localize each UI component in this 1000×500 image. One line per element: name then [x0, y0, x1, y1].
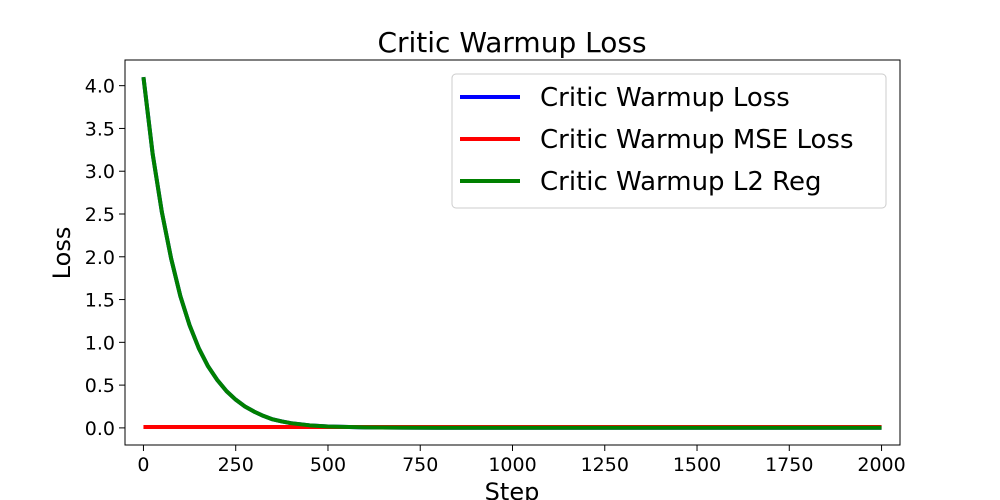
series-line-3: [141, 76, 882, 430]
legend: Critic Warmup Loss Critic Warmup MSE Loss…: [451, 73, 887, 209]
x-tick-label: 250: [218, 454, 254, 476]
x-tick-label: 750: [402, 454, 438, 476]
y-tick-label: 1.5: [85, 290, 115, 312]
y-axis-ticks: 0.0 0.5 1.0 1.5 2.0 2.5 3.0 3.5 4.0: [85, 76, 125, 440]
series-layer: [141, 76, 882, 430]
x-tick-label: 1000: [488, 454, 536, 476]
x-axis-label: Step: [485, 478, 540, 500]
legend-label: Critic Warmup Loss: [540, 83, 790, 113]
y-tick-label: 2.0: [85, 247, 115, 269]
x-tick-label: 1250: [581, 454, 629, 476]
y-tick-label: 3.0: [85, 161, 115, 183]
legend-label: Critic Warmup MSE Loss: [540, 125, 854, 155]
legend-box: [451, 73, 887, 209]
x-tick-label: 1750: [765, 454, 813, 476]
y-tick-label: 1.0: [85, 332, 115, 354]
y-tick-label: 2.5: [85, 204, 115, 226]
y-tick-label: 0.0: [85, 418, 115, 440]
x-axis-ticks: 0 250 500 750 1000 1250 1500 1750 2000: [137, 445, 906, 476]
legend-label: Critic Warmup L2 Reg: [540, 167, 822, 197]
y-axis-label: Loss: [48, 227, 76, 280]
chart-title: Critic Warmup Loss: [377, 26, 646, 59]
y-tick-label: 4.0: [85, 76, 115, 98]
x-tick-label: 0: [137, 454, 149, 476]
x-tick-label: 500: [310, 454, 346, 476]
x-tick-label: 1500: [673, 454, 721, 476]
x-tick-label: 2000: [857, 454, 905, 476]
y-tick-label: 3.5: [85, 118, 115, 140]
y-tick-label: 0.5: [85, 375, 115, 397]
